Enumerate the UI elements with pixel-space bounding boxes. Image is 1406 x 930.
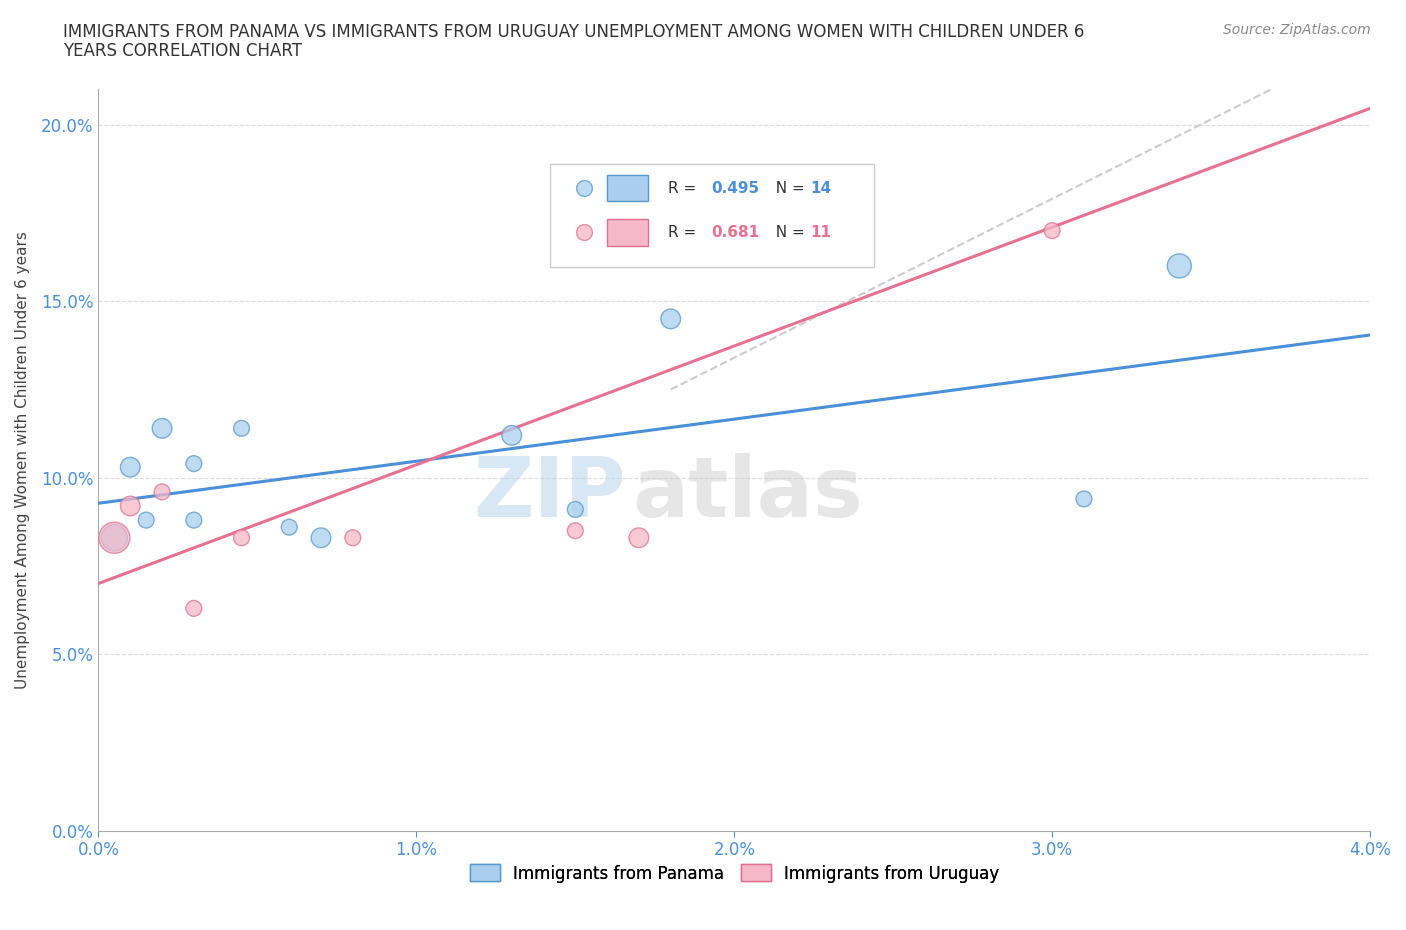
Text: 0.681: 0.681 bbox=[711, 225, 759, 240]
Bar bbox=[607, 219, 648, 246]
Point bbox=[659, 312, 682, 326]
Point bbox=[564, 524, 586, 538]
Point bbox=[103, 530, 125, 545]
Point bbox=[564, 502, 586, 517]
Text: Source: ZipAtlas.com: Source: ZipAtlas.com bbox=[1223, 23, 1371, 37]
Text: ZIP: ZIP bbox=[474, 453, 626, 534]
Point bbox=[120, 498, 142, 513]
Point bbox=[231, 421, 253, 436]
Point bbox=[1168, 259, 1191, 273]
Point bbox=[1040, 223, 1063, 238]
Text: N =: N = bbox=[766, 225, 810, 240]
Text: 0.495: 0.495 bbox=[711, 180, 759, 195]
Text: R =: R = bbox=[668, 180, 702, 195]
Point bbox=[627, 530, 650, 545]
Legend: Immigrants from Panama, Immigrants from Uruguay: Immigrants from Panama, Immigrants from … bbox=[463, 857, 1005, 889]
Text: YEARS CORRELATION CHART: YEARS CORRELATION CHART bbox=[63, 42, 302, 60]
Point bbox=[150, 421, 173, 436]
Point bbox=[309, 530, 332, 545]
FancyBboxPatch shape bbox=[550, 164, 875, 267]
Text: 14: 14 bbox=[811, 180, 832, 195]
Point bbox=[1073, 491, 1095, 506]
Text: atlas: atlas bbox=[633, 453, 863, 534]
Point bbox=[120, 459, 142, 474]
Point bbox=[183, 601, 205, 616]
Point bbox=[755, 206, 778, 220]
Y-axis label: Unemployment Among Women with Children Under 6 years: Unemployment Among Women with Children U… bbox=[15, 232, 30, 689]
Point bbox=[818, 195, 841, 210]
Text: 11: 11 bbox=[811, 225, 831, 240]
Text: R =: R = bbox=[668, 225, 702, 240]
Point bbox=[135, 512, 157, 527]
Point bbox=[231, 530, 253, 545]
Point bbox=[183, 457, 205, 472]
Bar bbox=[607, 175, 648, 202]
Text: IMMIGRANTS FROM PANAMA VS IMMIGRANTS FROM URUGUAY UNEMPLOYMENT AMONG WOMEN WITH : IMMIGRANTS FROM PANAMA VS IMMIGRANTS FRO… bbox=[63, 23, 1084, 41]
Point bbox=[342, 530, 364, 545]
Point bbox=[183, 512, 205, 527]
Point bbox=[150, 485, 173, 499]
Point bbox=[278, 520, 301, 535]
Point bbox=[103, 530, 125, 545]
Point bbox=[501, 428, 523, 443]
Text: N =: N = bbox=[766, 180, 810, 195]
